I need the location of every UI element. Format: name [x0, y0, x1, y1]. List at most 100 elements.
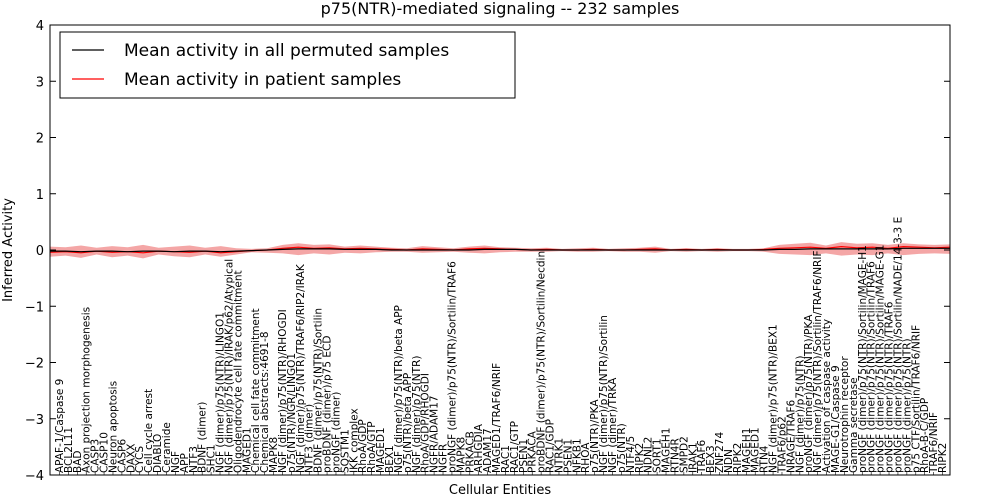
x-tick-label: NGFR — [438, 444, 450, 473]
x-tick-label: NGF (dimer)/TRKA — [607, 377, 619, 473]
x-tick-label: NGF (dimer)/p75(NTR)/LINGO1 — [215, 312, 227, 473]
x-tick-label: p75 CTF/Sortilin/TRAF6/NRIF — [910, 325, 922, 473]
series-line-layer — [49, 245, 951, 254]
x-tick-label: RhoA/GTP — [366, 421, 378, 473]
x-tick-label: BDNF (dimer)/p75(NTR)/Sortilin — [313, 308, 325, 473]
x-tick-label: NTRK1 — [554, 438, 566, 473]
x-tick-label: ARHGDIA — [473, 423, 485, 473]
x-tick-label: MAPK8 — [268, 437, 280, 473]
confidence-band — [50, 242, 950, 259]
y-tick-label: 1 — [36, 188, 44, 203]
x-tick-label: Neurotrophin receptor — [839, 356, 851, 473]
x-tick-label: SMPD2 — [678, 436, 690, 473]
x-tick-label: NGF (dimer)/p75(NTR)/Sortilin/TRAF6/NRIF — [812, 251, 824, 473]
x-tick-label: NTF4/5 — [625, 436, 637, 473]
y-tick-label: −1 — [25, 300, 44, 315]
x-tick-label: proNGF (dimer) — [331, 392, 343, 473]
x-tick-label: IKK complex — [348, 408, 360, 473]
x-tick-label: APAF-1/Caspase 9 — [54, 379, 66, 473]
x-tick-label: ADAM17 — [482, 428, 494, 473]
x-tick-label: PSEN1 — [562, 439, 574, 473]
x-tick-label: RIPK2 — [937, 443, 949, 473]
x-tick-label: DIABLO — [152, 434, 164, 473]
x-tick-label: NDNL2 — [643, 437, 655, 473]
x-tick-label: CASP3 — [90, 439, 102, 473]
x-tick-label: TRAF6 — [696, 439, 708, 474]
x-tick-label: Chemical cell fate commitment — [250, 308, 262, 473]
y-tick-label: −2 — [25, 357, 44, 372]
x-tick-label: MAPK8 — [455, 437, 467, 473]
x-tick-label: RAC1/GDP — [545, 419, 557, 473]
y-tick-label: −3 — [25, 413, 44, 428]
x-axis-label: Cellular Entities — [449, 483, 551, 498]
x-tick-label: proBDNF (dimer)/p75(NTR)/Sortilin/Necdin — [536, 251, 548, 473]
x-tick-label: RTN4 — [759, 445, 771, 473]
x-tick-label: CASP6 — [116, 438, 128, 473]
x-tick-label: Activation of caspase activity — [821, 319, 833, 473]
x-tick-label: MAGED1/TRAF6/NRIF — [491, 363, 503, 473]
x-tick-label: RIPK2 — [732, 443, 744, 473]
x-tick-label: RhoA/GDP — [357, 419, 369, 473]
x-tick-label: BAD — [72, 451, 84, 473]
x-tick-label: APP — [179, 453, 191, 473]
legend-label-patient: Mean activity in patient samples — [124, 70, 401, 90]
x-tick-label: MAGED1 — [241, 427, 253, 473]
confidence-band-layer — [50, 242, 950, 259]
x-tick-label: p75(NTR)/NGR/LINGO1 — [286, 353, 298, 473]
x-tick-label: NGF (dimer)/p75(NTR) — [794, 356, 806, 473]
x-tick-label: DAXX — [125, 444, 137, 473]
x-tick-label: PRKACA — [527, 430, 539, 473]
x-tick-label: NTF3 (dimer) — [304, 404, 316, 473]
y-tick-label: 4 — [36, 19, 44, 34]
x-tick-label: Chemical abstracts:4691-8 — [259, 331, 271, 473]
x-tick-label: NGF — [170, 451, 182, 473]
x-tick-label: p75(NTR)/beta APP — [402, 373, 414, 473]
x-tick-label: CASP10 — [99, 432, 111, 473]
x-tick-label: PSEN1 — [518, 439, 530, 473]
x-tick-label: proNGF (dimer)/p75(NTR)/Sortilin/TRAF6 — [446, 261, 458, 473]
x-tick-label: TRAF6/NRIF — [928, 412, 940, 474]
x-tick-label: proNGF (dimer)/p75(NTR)/Sortilin/NADE/14… — [892, 217, 904, 473]
x-tick-label: NGF (dimer)/p75(NTR) — [411, 356, 423, 473]
x-tick-label: proNGF (dimer)/p75(NTR) — [901, 338, 913, 473]
x-tick-label: RHOA — [580, 442, 592, 473]
x-tick-label: RIPK2 — [634, 443, 646, 473]
x-tick-label: Cell cycle arrest — [143, 389, 155, 473]
x-tick-label: RAC1/GTP — [509, 421, 521, 473]
x-tick-label: BEX1 — [384, 445, 396, 473]
legend-box — [59, 31, 516, 99]
x-tick-label: Ceramide — [161, 422, 173, 473]
y-tick-label: 2 — [36, 132, 44, 147]
x-tick-label: proBDNF (dimer)/p75 ECD — [322, 336, 334, 473]
x-tick-label: Neuron apoptosis — [108, 381, 120, 473]
x-tick-label: NGF (dimer)/p75(NTR)/IRAK/p62/Atypical — [223, 259, 235, 473]
plot-frame — [49, 24, 951, 476]
x-tick-label: proNGF (dimer)/p75(NTR)/Sortilin/MAGE-H1 — [857, 245, 869, 473]
series-line-permuted — [50, 247, 950, 253]
x-tick-label: MAGED1 — [375, 427, 387, 473]
x-tick-label: MAGE-G1/Caspase 9 — [830, 365, 842, 473]
x-tick-label: MAGEH1 — [741, 428, 753, 473]
x-tick-label: SHC1 — [206, 444, 218, 473]
x-tick-label: proNGF (dimer)/p75(NTR)/TRAF6 — [884, 301, 896, 473]
x-tick-label: NDN — [723, 449, 735, 473]
y-tick-label: −4 — [25, 469, 44, 484]
x-tick-label: MAGED1 — [750, 427, 762, 473]
x-tick-label: Gamma secretase — [848, 377, 860, 473]
x-tick-label: Oligodendrocyte cell fate commitment — [232, 270, 244, 473]
x-tick-label: NGFR/ADAM17 — [429, 395, 441, 473]
x-tick-label: NGF (dimer)/p75(NTR)/Sortilin — [598, 315, 610, 473]
x-tick-label: CYCS — [134, 446, 146, 473]
y-axis-label: Inferred Activity — [1, 198, 16, 302]
y-tick-layer: −4 −3 −2 −1 0 1 2 3 4 — [25, 19, 950, 484]
x-tick-label: Axon projection morphogenesis — [81, 307, 93, 473]
x-tick-label: ZNF274 — [714, 432, 726, 473]
x-tick-label: NGF (dimer)/p75(NTR)/RHOGDI — [277, 309, 289, 473]
x-tick-label: proNGF (dimer)/p75(NTR)/Sortilin/TRAF6 — [866, 261, 878, 473]
x-tick-label: proNGF (dimer)/p75(NTR)/Sortilin/MAGE-G1 — [875, 245, 887, 473]
x-tick-label: proNGF (dimer)/p75(NTR)/PKA — [803, 314, 815, 473]
x-tick-label: PRKACB — [464, 431, 476, 473]
x-tick-label: RhoA-B-C/GDP — [919, 398, 931, 473]
